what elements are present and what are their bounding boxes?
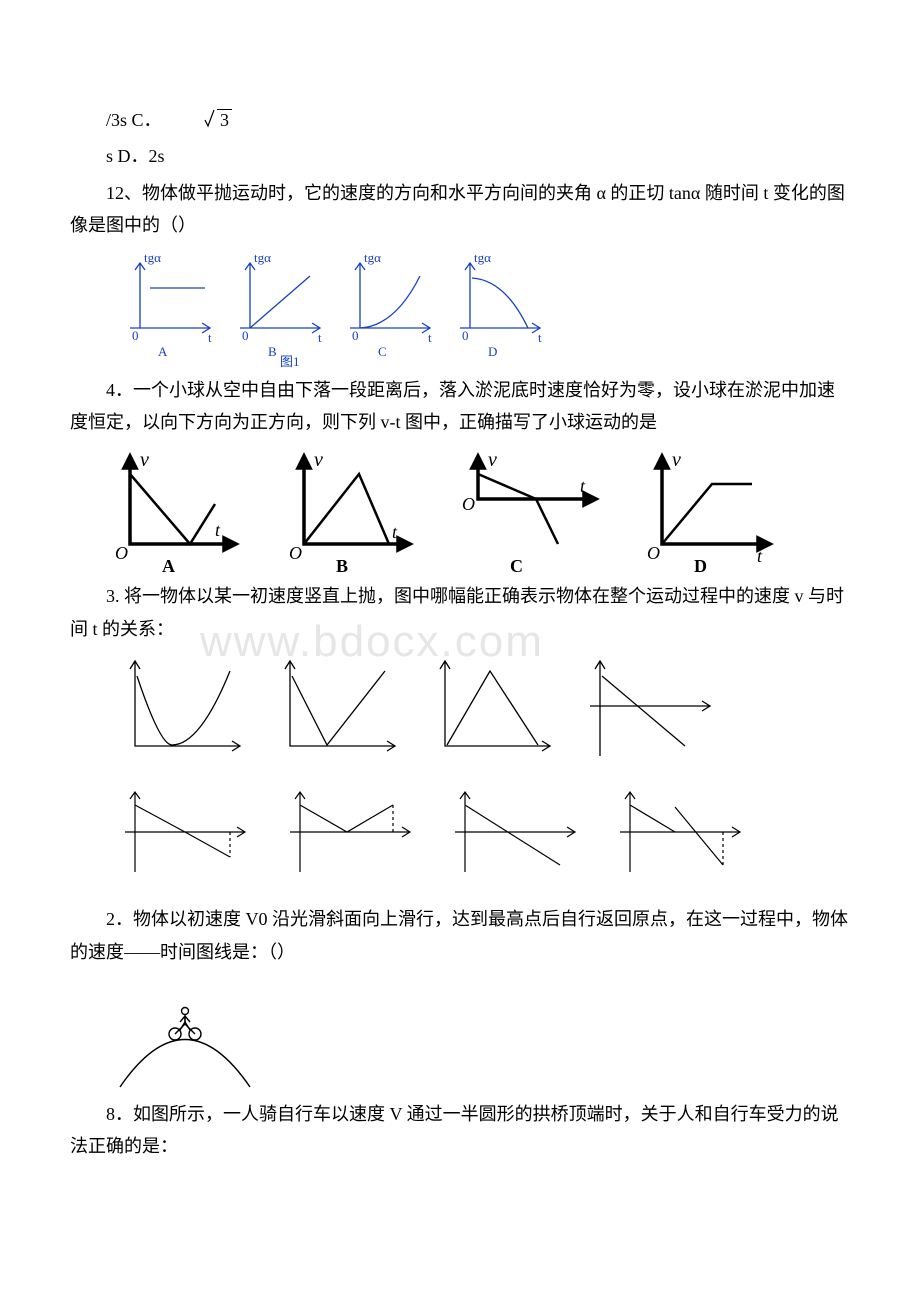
svg-text:v: v — [314, 449, 323, 471]
svg-text:B: B — [337, 878, 346, 893]
svg-text:t: t — [385, 726, 389, 742]
svg-text:v: v — [283, 789, 290, 804]
svg-text:v: v — [140, 449, 149, 471]
frag-line1: /3s C． 3 — [70, 104, 850, 136]
svg-text:tgα: tgα — [254, 250, 271, 265]
svg-text:O: O — [617, 833, 627, 848]
figure-2: v t O A v t O B v t O C v t O D — [100, 444, 850, 574]
svg-text:0: 0 — [352, 328, 359, 343]
svg-text:0: 0 — [432, 745, 440, 761]
svg-text:v: v — [448, 789, 455, 804]
svg-text:0: 0 — [242, 328, 249, 343]
svg-text:0: 0 — [462, 328, 469, 343]
svg-text:t: t — [318, 330, 322, 345]
svg-text:tgα: tgα — [364, 250, 381, 265]
svg-text:O: O — [115, 543, 128, 563]
figure-1: tgα 0 t A tgα 0 t B tgα 0 t C tgα 0 — [110, 248, 850, 368]
svg-text:B: B — [327, 760, 336, 776]
svg-text:t: t — [428, 330, 432, 345]
svg-text:v: v — [613, 789, 620, 804]
svg-text:t: t — [540, 726, 544, 742]
question-4: 4．一个小球从空中自由下落一段距离后，落入淤泥底时速度恰好为零，设小球在淤泥中加… — [70, 374, 850, 439]
svg-text:v: v — [430, 658, 437, 674]
sqrt-value: 3 — [217, 109, 232, 130]
svg-text:D: D — [694, 556, 707, 574]
svg-text:图1: 图1 — [280, 354, 300, 368]
svg-text:t: t — [230, 726, 234, 742]
svg-text:v: v — [488, 449, 497, 471]
svg-text:0: 0 — [132, 328, 139, 343]
svg-text:O: O — [289, 543, 302, 563]
svg-text:0: 0 — [122, 745, 130, 761]
svg-text:v: v — [672, 449, 681, 471]
svg-text:t: t — [208, 330, 212, 345]
svg-text:D: D — [488, 344, 497, 359]
svg-text:C: C — [510, 556, 523, 574]
svg-text:C: C — [378, 344, 387, 359]
svg-text:0: 0 — [277, 745, 285, 761]
svg-text:C: C — [482, 760, 492, 776]
svg-text:t: t — [215, 520, 221, 540]
question-8: 8．如图所示，一人骑自行车以速度 V 通过一半圆形的拱桥顶端时，关于人和自行车受… — [70, 1098, 850, 1163]
question-2: 2．物体以初速度 V0 沿光滑斜面向上滑行，达到最高点后自行返回原点，在这一过程… — [70, 903, 850, 968]
question-3: 3. 将一物体以某一初速度竖直上抛，图中哪幅能正确表示物体在整个运动过程中的速度… — [70, 580, 850, 645]
svg-text:A: A — [158, 344, 168, 359]
svg-text:B: B — [336, 556, 348, 574]
svg-text:O: O — [462, 494, 475, 514]
svg-text:B: B — [268, 344, 277, 359]
svg-text:D: D — [667, 878, 676, 893]
svg-text:A: A — [162, 556, 175, 574]
svg-text:v: v — [585, 658, 592, 674]
figure-3-row1: v t 0 A v t 0 B v t 0 C v t 0 — [110, 651, 850, 781]
svg-text:0: 0 — [587, 706, 595, 722]
svg-text:A: A — [172, 760, 182, 776]
svg-text:O: O — [122, 833, 132, 848]
frag-line2: s D．2s — [70, 140, 850, 172]
figure-bridge — [110, 1002, 850, 1092]
svg-text:O: O — [647, 543, 660, 563]
svg-text:t: t — [538, 330, 542, 345]
svg-text:C: C — [502, 878, 511, 893]
svg-text:v: v — [275, 658, 282, 674]
svg-text:tgα: tgα — [144, 250, 161, 265]
svg-text:v: v — [118, 789, 125, 804]
svg-text:A: A — [172, 878, 181, 893]
svg-text:v: v — [120, 658, 127, 674]
svg-text:tgα: tgα — [474, 250, 491, 265]
svg-text:O: O — [287, 833, 297, 848]
sqrt-symbol: 3 — [166, 104, 232, 136]
question-12: 12、物体做平抛运动时，它的速度的方向和水平方向间的夹角 α 的正切 tanα … — [70, 177, 850, 242]
frag-line1-text: /3s C． — [106, 110, 162, 130]
svg-text:D: D — [637, 760, 647, 776]
svg-text:O: O — [452, 833, 462, 848]
figure-3-row2: v t O A v t O B v t O C v — [110, 787, 850, 897]
